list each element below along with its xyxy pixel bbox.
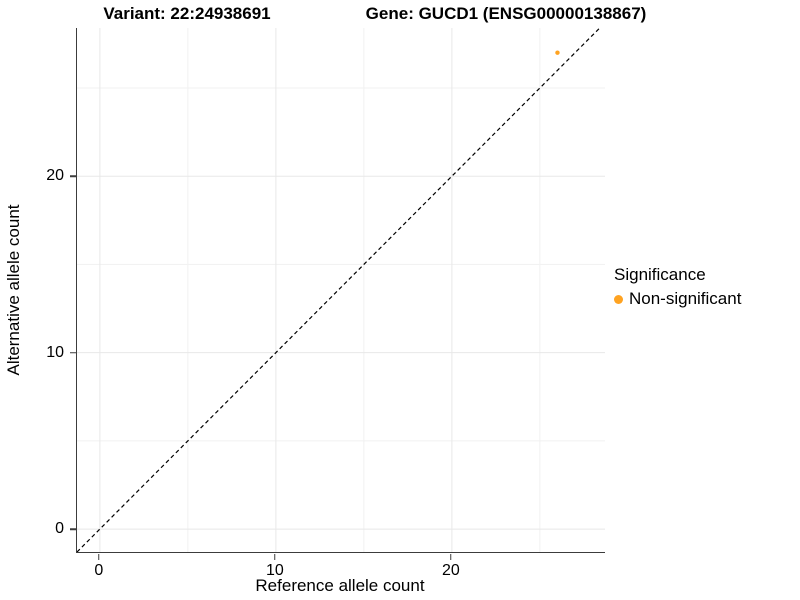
scatter-plot-canvas <box>77 28 605 552</box>
y-tick-label: 20 <box>46 167 64 185</box>
y-axis-ticks: 0 10 20 <box>0 28 76 552</box>
data-point <box>555 50 560 55</box>
x-tick-mark <box>274 553 276 560</box>
x-tick-mark <box>98 553 100 560</box>
legend-title: Significance <box>614 265 706 284</box>
legend-item-non-significant: Non-significant <box>614 289 741 309</box>
legend-item-label: Non-significant <box>629 289 742 308</box>
y-tick-mark <box>70 528 76 530</box>
legend: Significance Non-significant <box>614 265 741 309</box>
x-axis-title: Reference allele count <box>255 576 425 595</box>
x-tick-label: 0 <box>94 561 104 579</box>
plot-panel <box>76 28 605 553</box>
plot-title-gene: Gene: GUCD1 (ENSG00000138867) <box>365 4 647 23</box>
y-tick-label: 0 <box>55 520 64 538</box>
x-tick-label: 20 <box>441 561 460 579</box>
y-tick-mark <box>70 175 76 177</box>
plot-title-variant: Variant: 22:24938691 <box>103 4 271 23</box>
x-tick-label: 10 <box>265 561 284 579</box>
x-tick-mark <box>450 553 452 560</box>
legend-key-dot-icon <box>614 294 623 304</box>
x-axis-ticks: 0 10 20 <box>76 553 604 594</box>
y-axis-title: Alternative allele count <box>4 204 23 376</box>
identity-line <box>77 28 601 552</box>
y-tick-mark <box>70 351 76 354</box>
y-tick-label: 10 <box>46 343 64 361</box>
